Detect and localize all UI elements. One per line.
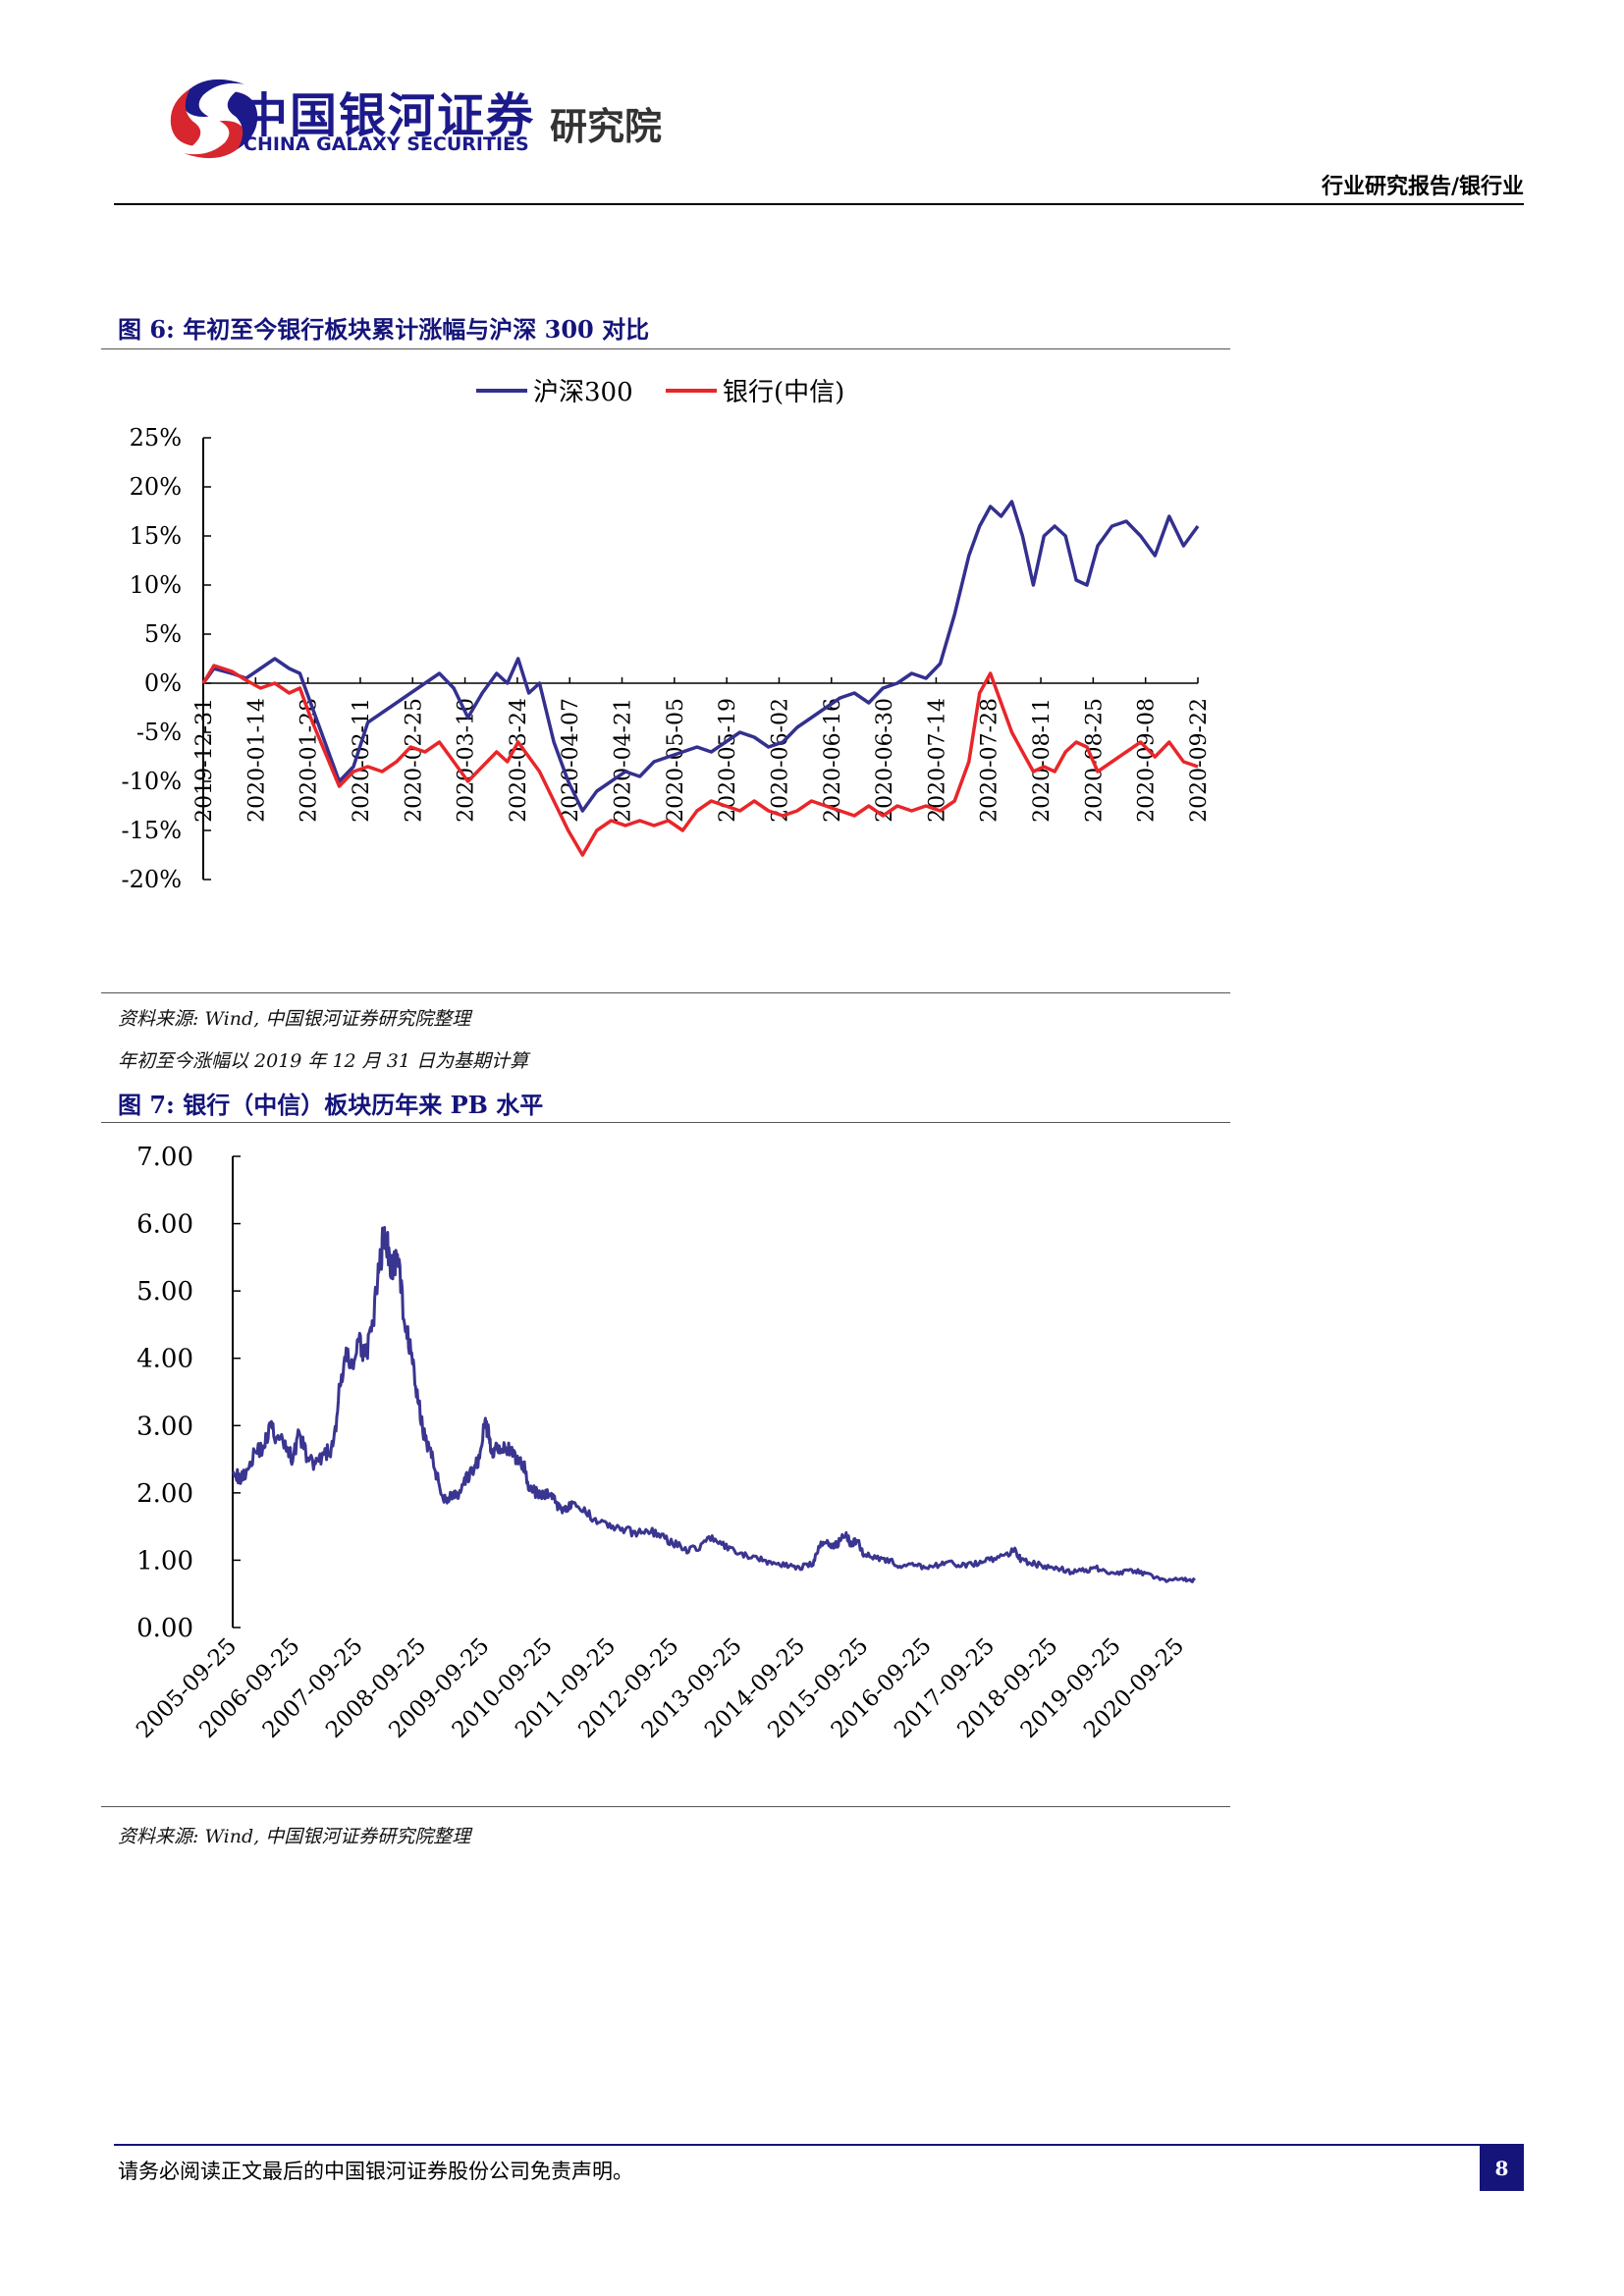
y-tick-label: -10% xyxy=(122,768,182,795)
figure6-bottom-rule xyxy=(101,992,1230,993)
y-tick-label: 5% xyxy=(144,620,182,648)
y-tick-label: -5% xyxy=(136,719,182,746)
figure6-note: 年初至今涨幅以 2019 年 12 月 31 日为基期计算 xyxy=(118,1050,528,1072)
figure6-top-rule xyxy=(101,348,1230,349)
y-tick-label: 5.00 xyxy=(136,1277,193,1307)
x-tick-label: 2020-06-02 xyxy=(768,698,792,823)
figure6-title: 图 6: 年初至今银行板块累计涨幅与沪深 300 对比 xyxy=(118,315,650,344)
figure7-source: 资料来源: Wind, 中国银河证券研究院整理 xyxy=(118,1826,471,1847)
y-tick-label: 20% xyxy=(130,473,182,501)
figure7-chart: 7.006.005.004.003.002.001.000.002005-09-… xyxy=(132,1143,1196,1743)
x-tick-label: 2020-05-05 xyxy=(664,698,688,823)
y-tick-label: 0% xyxy=(144,669,182,697)
figure7-title: 图 7: 银行（中信）板块历年来 PB 水平 xyxy=(118,1091,544,1119)
x-tick-label: 2020-02-25 xyxy=(402,698,426,823)
series-line-pb xyxy=(231,1226,1196,1583)
series-line-bank xyxy=(201,664,1199,857)
x-tick-label: 2020-01-14 xyxy=(244,698,269,823)
y-tick-label: -20% xyxy=(122,866,182,893)
footer-disclaimer: 请务必阅读正文最后的中国银河证券股份公司免责声明。 xyxy=(118,2160,633,2183)
brand-institute: 研究院 xyxy=(550,105,663,148)
x-tick-label: 2020-05-19 xyxy=(716,698,740,823)
x-tick-label: 2020-08-25 xyxy=(1082,698,1107,823)
y-tick-label: 15% xyxy=(130,522,182,550)
figure7-top-rule xyxy=(101,1122,1230,1123)
x-tick-label: 2020-03-10 xyxy=(455,698,479,823)
page-number: 8 xyxy=(1480,2146,1524,2191)
y-tick-label: 4.00 xyxy=(136,1345,193,1374)
y-tick-label: 7.00 xyxy=(136,1143,193,1172)
x-tick-label: 2020-09-22 xyxy=(1187,698,1212,823)
x-tick-label: 2020-08-11 xyxy=(1030,698,1055,823)
y-tick-label: 6.00 xyxy=(136,1210,193,1240)
y-tick-label: 3.00 xyxy=(136,1412,193,1441)
figure6-source: 资料来源: Wind, 中国银河证券研究院整理 xyxy=(118,1008,471,1030)
header-divider xyxy=(114,203,1524,205)
x-tick-label: 2020-02-11 xyxy=(350,698,374,823)
figure7-bottom-rule xyxy=(101,1806,1230,1807)
x-tick-label: 2020-06-30 xyxy=(873,698,897,823)
x-tick-label: 2020-04-21 xyxy=(612,698,636,823)
y-tick-label: -15% xyxy=(122,817,182,844)
x-tick-label: 2020-07-28 xyxy=(978,698,1002,823)
x-tick-label: 2020-03-24 xyxy=(507,698,531,823)
y-tick-label: 1.00 xyxy=(136,1546,193,1575)
x-tick-label: 2020-06-16 xyxy=(821,698,845,823)
y-tick-label: 25% xyxy=(130,424,182,452)
x-tick-label: 2020-09-08 xyxy=(1135,698,1160,823)
figure6-chart: 25% 20% 15% 10% 5% 0% -5% -10% -15% -20% 2019-12-3… xyxy=(122,378,1212,893)
brand-name-en: CHINA GALAXY SECURITIES xyxy=(244,133,529,155)
legend-label: 沪深300 xyxy=(533,378,633,407)
series-line-hs300 xyxy=(201,500,1200,813)
y-tick-label: 2.00 xyxy=(136,1479,193,1509)
footer-divider xyxy=(114,2144,1524,2146)
brand-name-cn: 中国银河证券 xyxy=(241,88,536,143)
galaxy-logo xyxy=(170,79,258,159)
y-tick-label: 0.00 xyxy=(136,1614,193,1643)
y-tick-label: 10% xyxy=(130,571,182,599)
x-tick-label: 2019-12-31 xyxy=(192,698,217,823)
x-tick-label: 2020-07-14 xyxy=(925,698,949,823)
legend-label: 银行(中信) xyxy=(723,378,844,407)
report-category: 行业研究报告/银行业 xyxy=(1321,174,1524,199)
